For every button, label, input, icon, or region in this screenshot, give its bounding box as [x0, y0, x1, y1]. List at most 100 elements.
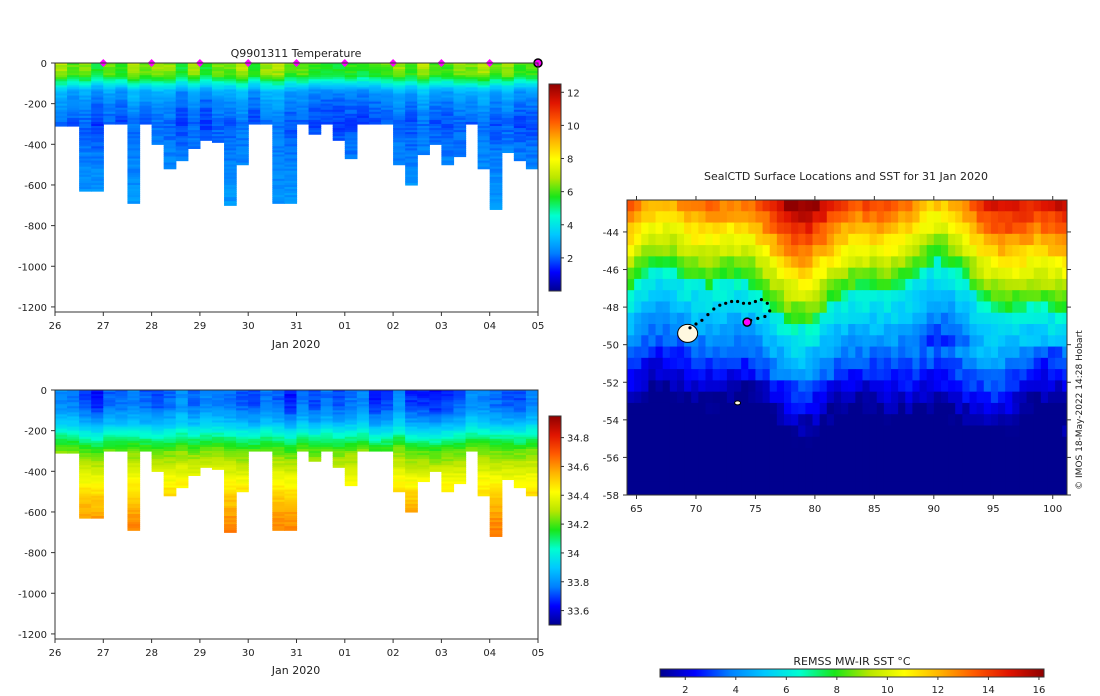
sst-cell [1062, 402, 1067, 415]
section-cell [405, 507, 418, 511]
sst-cell [940, 335, 949, 348]
sst-cell [869, 357, 878, 370]
sst-cell [748, 335, 756, 348]
section-cell [163, 489, 177, 493]
section-cell [224, 402, 237, 405]
section-cell [211, 77, 225, 80]
section-cell [381, 113, 394, 117]
sst-cell [912, 301, 921, 314]
section-cell [477, 105, 491, 109]
section-cell [187, 95, 201, 99]
section-cell [441, 107, 455, 111]
sst-cell [1012, 335, 1020, 348]
sst-cell [990, 391, 999, 404]
section-cell [405, 91, 418, 95]
sst-cell [698, 267, 706, 280]
section-cell [429, 83, 442, 86]
sst-cell [669, 402, 678, 415]
section-cell [236, 105, 249, 109]
section-cell [405, 398, 418, 401]
section-cell [405, 422, 418, 426]
section-cell [260, 107, 273, 111]
section-cell [139, 436, 153, 440]
section-cell [308, 83, 322, 86]
section-cell [453, 148, 467, 151]
section-cell [127, 138, 141, 141]
section-cell [284, 117, 298, 121]
section-cell [79, 483, 92, 487]
section-cell [320, 81, 334, 84]
section-cell [211, 134, 225, 137]
section-cell [405, 467, 418, 470]
section-cell [248, 412, 261, 415]
sst-cell [691, 391, 699, 404]
section-cell [344, 465, 358, 468]
section-cell [368, 69, 382, 72]
section-cell [127, 430, 141, 434]
section-cell [151, 115, 165, 119]
sst-cell [676, 245, 685, 257]
section-cell [381, 97, 394, 101]
section-cell [151, 111, 165, 115]
section-cell [489, 142, 503, 145]
sst-cell [862, 233, 871, 246]
section-cell [429, 134, 442, 137]
section-cell [163, 453, 177, 456]
section-cell [417, 89, 430, 93]
section-cell [356, 105, 370, 109]
sst-cell [705, 324, 714, 336]
section-cell [308, 63, 322, 66]
section-cell [91, 495, 104, 499]
section-cell [453, 67, 467, 70]
section-cell [224, 511, 237, 515]
section-cell [91, 475, 104, 478]
section-cell [151, 461, 165, 464]
sst-cell [719, 267, 728, 280]
sst-cell [869, 402, 878, 415]
section-cell [272, 172, 286, 176]
sst-cell [648, 369, 657, 381]
section-cell [272, 201, 286, 204]
section-cell [127, 442, 141, 446]
section-cell [187, 444, 201, 448]
section-cell [513, 442, 527, 446]
section-cell [344, 402, 358, 405]
section-cell [79, 130, 92, 133]
section-cell [79, 501, 92, 505]
section-cell [175, 457, 189, 460]
section-cell [224, 65, 237, 68]
sst-cell [1012, 414, 1020, 426]
sst-cell [791, 233, 799, 246]
section-cell [79, 457, 92, 460]
sst-cell [1033, 414, 1042, 426]
section-cell [296, 91, 310, 95]
section-cell [79, 404, 92, 407]
section-cell [296, 109, 310, 113]
section-cell [320, 416, 334, 420]
section-cell [175, 436, 189, 440]
section-cell [284, 422, 298, 426]
section-cell [127, 168, 141, 172]
section-cell [248, 448, 261, 452]
section-cell [405, 446, 418, 450]
sst-cell [634, 290, 642, 302]
sst-cell [705, 256, 714, 269]
section-cell [115, 412, 129, 415]
section-cell [393, 450, 406, 454]
section-cell [139, 119, 153, 123]
sst-cell [684, 346, 692, 359]
sst-cell [833, 335, 842, 348]
section-cell [356, 97, 370, 101]
section-cell [441, 111, 455, 115]
sst-cell [769, 233, 778, 246]
sst-cell [976, 312, 985, 325]
section-cell [417, 418, 430, 422]
sst-cell [1033, 256, 1042, 269]
section-cell [79, 117, 92, 121]
section-cell [308, 111, 322, 115]
section-cell [224, 144, 237, 147]
section-cell [417, 440, 430, 444]
sst-cell [1012, 324, 1020, 336]
section-cell [187, 97, 201, 101]
sst-cell [1040, 380, 1049, 393]
